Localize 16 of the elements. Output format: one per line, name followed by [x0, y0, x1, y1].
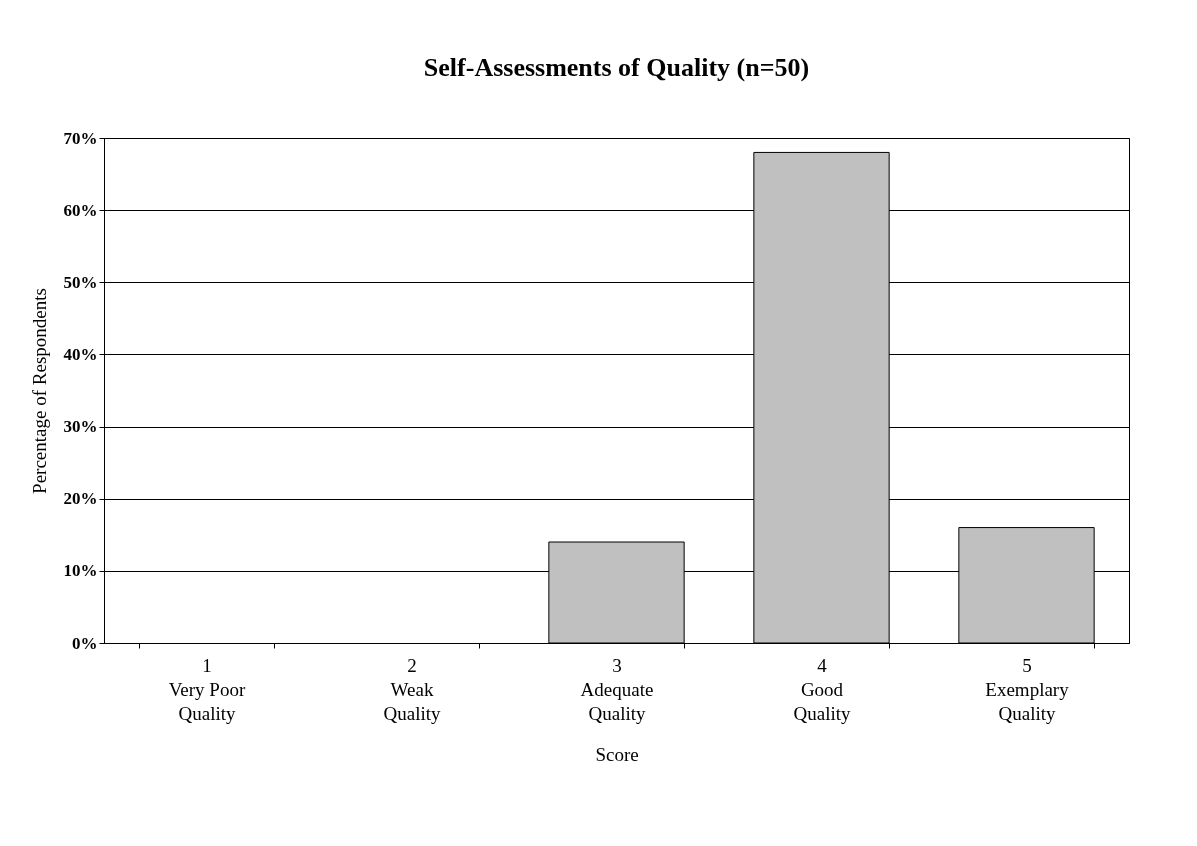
y-tick-label: 70%	[63, 128, 98, 148]
y-tick-label: 40%	[63, 344, 98, 364]
y-axis-title: Percentage of Respondents	[28, 288, 50, 494]
y-tick-label: 50%	[63, 272, 98, 292]
y-tick-label: 0%	[72, 633, 98, 653]
x-tick-label: 3 Adequate Quality	[580, 654, 654, 724]
x-tick-label: 1 Very Poor Quality	[168, 654, 246, 724]
y-tick-label: 10%	[63, 561, 98, 581]
x-tick-label: 4 Good Quality	[793, 654, 851, 724]
x-tick-label: 2 Weak Quality	[383, 654, 441, 724]
y-tick-label: 60%	[63, 200, 98, 220]
x-axis-title: Score	[595, 743, 639, 765]
chart-title: Self-Assessments of Quality (n=50)	[423, 53, 810, 82]
y-tick-label: 20%	[63, 489, 98, 509]
y-tick-label: 30%	[63, 417, 98, 437]
x-tick-label: 5 Exemplary Quality	[985, 654, 1070, 724]
